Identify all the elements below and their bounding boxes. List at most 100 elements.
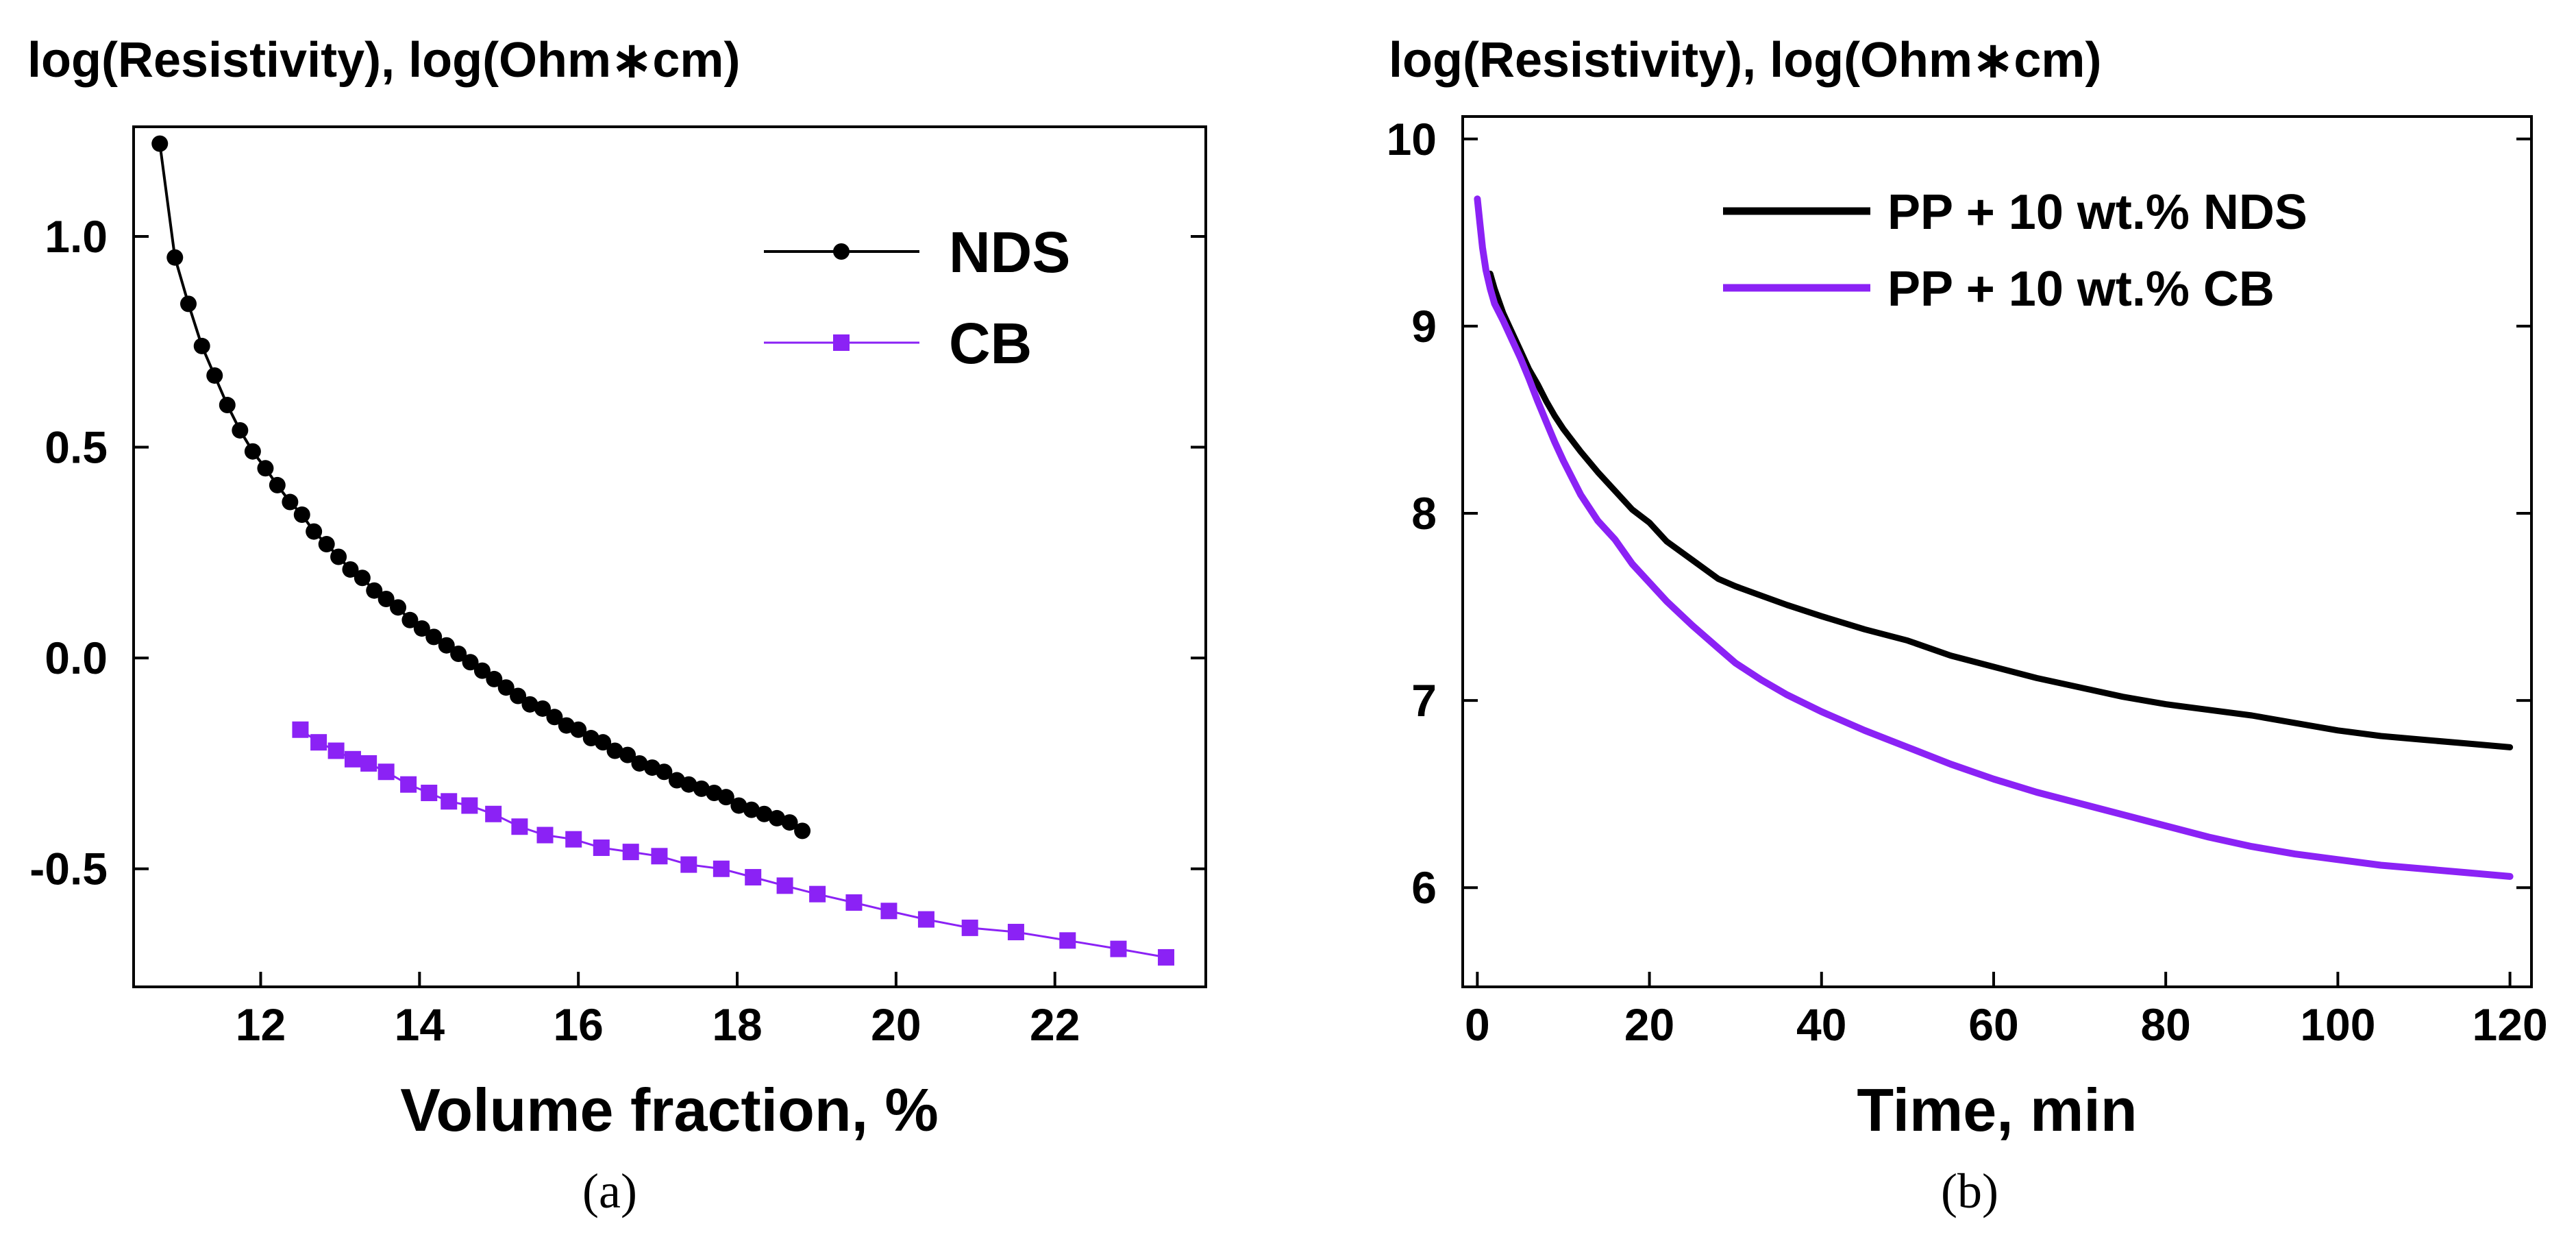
- nds-point: [413, 620, 430, 637]
- nds-point: [680, 776, 697, 793]
- nds-point: [619, 746, 636, 763]
- panel-b-ticks: 0 20 40 60 80 100 120 6 7 8 9 10: [1387, 114, 2548, 1050]
- nds-point: [425, 628, 443, 646]
- panel-a-x-tick-label: 18: [712, 999, 762, 1050]
- nds-point: [794, 822, 811, 840]
- nds-point: [497, 679, 515, 696]
- nds-point: [244, 443, 261, 460]
- panel-b-y-tick-label: 9: [1411, 301, 1437, 352]
- nds-point: [151, 135, 169, 152]
- cb-point: [461, 797, 478, 814]
- panel-a-y-tick-label: 0.0: [45, 633, 108, 683]
- panel-a-ticks: 12 14 16 18 20 22 -0.5 0.0 0.5 1.0: [29, 211, 1206, 1050]
- panel-a-x-tick-label: 22: [1030, 999, 1080, 1050]
- nds-point: [462, 654, 479, 671]
- panel-a-data: [151, 135, 1175, 966]
- nds-point: [438, 637, 455, 654]
- cb-point: [713, 860, 730, 877]
- cb-point: [377, 763, 395, 781]
- nds-point: [546, 709, 563, 726]
- nds-point: [756, 805, 773, 822]
- nds-point: [257, 460, 274, 477]
- cb-point: [360, 755, 377, 772]
- cb-series-line: [299, 728, 1167, 959]
- pp-cb-series-line: [1474, 195, 2514, 880]
- panel-b: log(Resistivity), log(Ohm∗cm) 0 20 40 60 80 1…: [1387, 33, 2548, 1218]
- panel-a-x-tick-label: 16: [553, 999, 603, 1050]
- cb-point: [809, 885, 826, 903]
- nds-point: [743, 801, 760, 818]
- panel-b-x-tick-label: 20: [1624, 999, 1674, 1050]
- panel-b-x-tick-label: 40: [1796, 999, 1846, 1050]
- nds-point: [318, 536, 335, 553]
- nds-point: [282, 493, 299, 511]
- panel-b-plot-frame: [1461, 115, 2533, 988]
- nds-point: [366, 582, 383, 599]
- cb-point: [917, 911, 934, 928]
- legend-pp-cb-label: PP + 10 wt.% CB: [1887, 262, 2275, 317]
- nds-point: [342, 561, 359, 578]
- nds-point: [631, 755, 648, 772]
- nds-point: [450, 645, 467, 662]
- panel-b-data: [1474, 195, 2514, 880]
- nds-point: [293, 506, 310, 523]
- nds-point: [717, 789, 734, 806]
- panel-b-caption: (b): [1941, 1164, 1998, 1218]
- nds-point: [693, 780, 710, 797]
- cb-point: [1110, 940, 1127, 957]
- panel-b-y-tick-label: 6: [1411, 862, 1437, 913]
- nds-point: [486, 670, 503, 687]
- panel-a-y-tick-label: 0.5: [45, 422, 108, 473]
- panel-a-legend: NDS CB: [764, 220, 1070, 376]
- panel-b-x-tick-label: 120: [2473, 999, 2548, 1050]
- nds-point: [219, 397, 236, 414]
- nds-point: [269, 476, 286, 493]
- nds-point: [390, 599, 407, 616]
- panel-a-x-tick-label: 20: [871, 999, 921, 1050]
- panel-b-y-tick-label: 10: [1387, 114, 1437, 164]
- panel-b-y-axis-label: log(Resistivity), log(Ohm∗cm): [1389, 33, 2101, 88]
- panel-b-legend: PP + 10 wt.% NDS PP + 10 wt.% CB: [1723, 185, 2307, 317]
- nds-point: [232, 421, 249, 439]
- nds-point: [306, 523, 323, 540]
- cb-point: [622, 844, 639, 861]
- nds-point: [534, 700, 552, 717]
- cb-point: [880, 903, 897, 920]
- cb-point: [680, 856, 697, 873]
- cb-point: [511, 818, 528, 835]
- panel-a-y-axis-label: log(Resistivity), log(Ohm∗cm): [27, 33, 740, 88]
- cb-point: [845, 894, 863, 911]
- panel-a-plot-frame: [132, 125, 1207, 988]
- panel-b-y-tick-label: 7: [1411, 675, 1437, 726]
- cb-point: [421, 785, 438, 802]
- cb-point: [441, 793, 458, 810]
- cb-point: [327, 742, 345, 759]
- nds-point: [595, 734, 612, 751]
- panel-b-x-tick-label: 100: [2300, 999, 2375, 1050]
- nds-point: [656, 763, 673, 781]
- nds-point: [193, 337, 210, 354]
- legend-cb-label: CB: [949, 311, 1032, 376]
- nds-series-line: [158, 143, 804, 833]
- legend-cb-marker: [833, 334, 850, 351]
- panel-b-x-axis-label: Time, min: [1857, 1076, 2137, 1144]
- nds-point: [401, 611, 419, 628]
- nds-point: [781, 814, 798, 831]
- pp-nds-series-line: [1487, 270, 2514, 750]
- nds-point: [521, 696, 538, 713]
- cb-point: [400, 776, 417, 793]
- cb-point: [310, 734, 327, 751]
- cb-point: [651, 848, 668, 865]
- cb-point: [344, 750, 361, 768]
- cb-point: [776, 877, 793, 894]
- nds-point: [510, 687, 527, 705]
- panel-b-x-tick-label: 60: [1968, 999, 2018, 1050]
- nds-point: [179, 295, 197, 313]
- cb-point: [485, 805, 502, 822]
- cb-point: [292, 721, 309, 738]
- nds-point: [166, 249, 184, 266]
- nds-point: [330, 548, 347, 565]
- cb-point: [1059, 932, 1076, 949]
- panel-a-caption: (a): [582, 1164, 637, 1218]
- panel-a-x-tick-label: 14: [395, 999, 445, 1050]
